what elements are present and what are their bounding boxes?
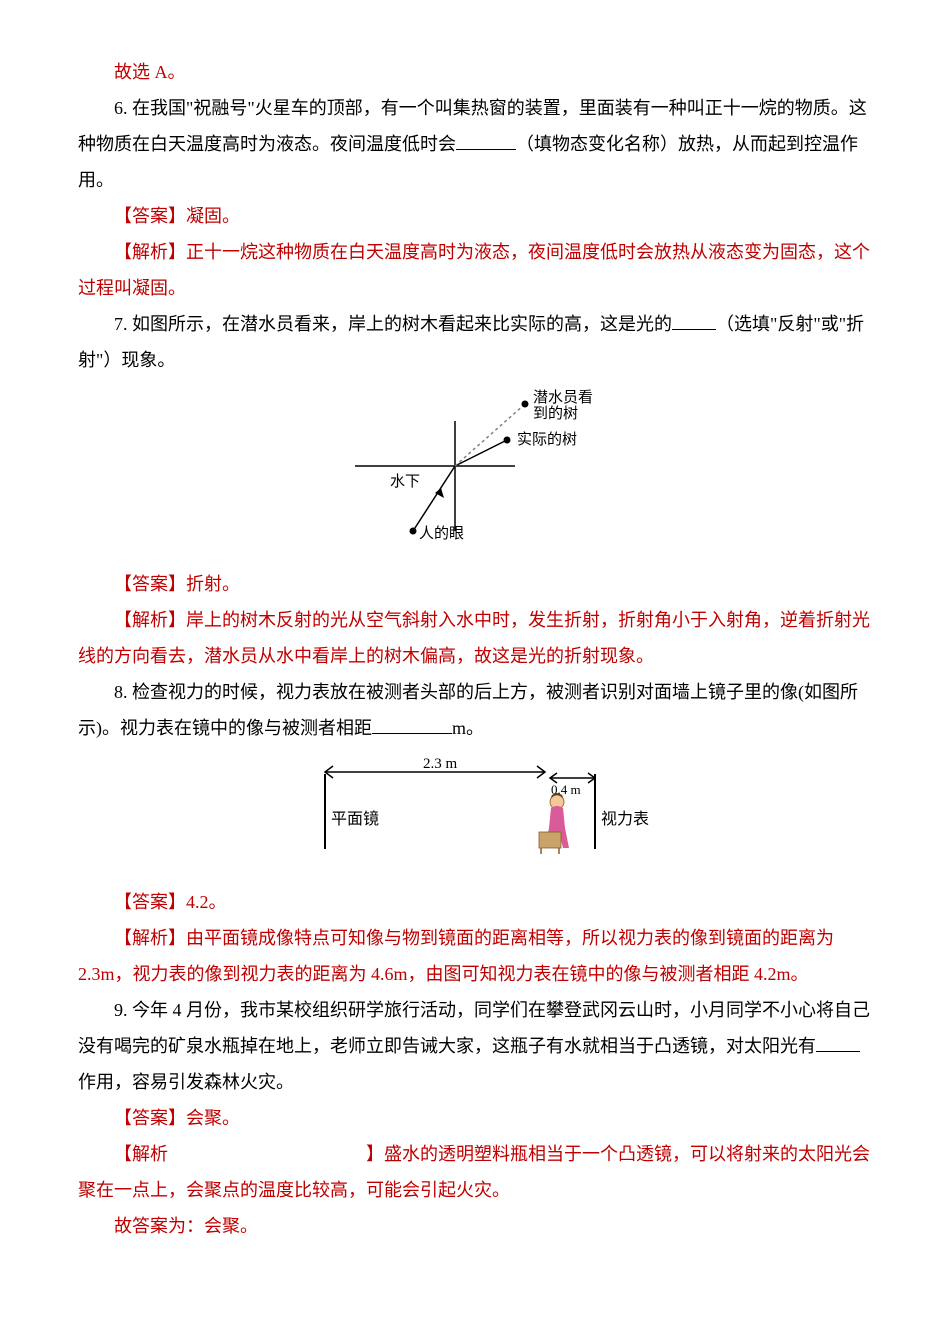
q8-text-b: m。	[452, 718, 484, 738]
q7-analysis-text: 岸上的树木反射的光从空气斜射入水中时，发生折射，折射角小于入射角，逆着折射光线的…	[78, 610, 870, 666]
q9-blank	[816, 1034, 860, 1052]
q9-answer-text: 会聚。	[186, 1108, 240, 1128]
q9-text: 9. 今年 4 月份，我市某校组织研学旅行活动，同学们在攀登武冈云山时，小月同学…	[78, 992, 872, 1100]
q9-analysis-text: 盛水的透明塑料瓶相当于一个凸透镜，可以将射来的太阳光会聚在一点上，会聚点的温度比…	[78, 1144, 870, 1200]
q7-text-a: 7. 如图所示，在潜水员看来，岸上的树木看起来比实际的高，这是光的	[114, 314, 672, 334]
q8-text: 8. 检查视力的时候，视力表放在被测者头部的后上方，被测者识别对面墙上镜子里的像…	[78, 674, 872, 746]
q9-text-b: 作用，容易引发森林火灾。	[78, 1072, 294, 1092]
q9-answer-label: 【答案】	[114, 1108, 186, 1128]
q9-analysis-label-b: 】	[366, 1144, 384, 1164]
q9-analysis: 【解析 】盛水的透明塑料瓶相当于一个凸透镜，可以将射来的太阳光会聚在一点上，会聚点…	[78, 1136, 872, 1208]
q6-text: 6. 在我国"祝融号"火星车的顶部，有一个叫集热窗的装置，里面装有一种叫正十一烷…	[78, 90, 872, 198]
q9-text-a: 9. 今年 4 月份，我市某校组织研学旅行活动，同学们在攀登武冈云山时，小月同学…	[78, 1000, 870, 1056]
q7-answer-label: 【答案】	[114, 574, 186, 594]
q8-analysis-text: 由平面镜成像特点可知像与物到镜面的距离相等，所以视力表的像到镜面的距离为 2.3…	[78, 928, 834, 984]
q7-text: 7. 如图所示，在潜水员看来，岸上的树木看起来比实际的高，这是光的（选填"反射"…	[78, 306, 872, 378]
q8-answer-text: 4.2。	[186, 892, 227, 912]
q8-label-chart: 视力表	[601, 810, 649, 828]
q7-analysis-label: 【解析】	[114, 610, 186, 630]
q7-label-underwater: 水下	[390, 473, 420, 490]
q8-analysis: 【解析】由平面镜成像特点可知像与物到镜面的距离相等，所以视力表的像到镜面的距离为…	[78, 920, 872, 992]
q7-blank	[672, 312, 716, 330]
q6-answer-text: 凝固。	[186, 206, 240, 226]
q8-analysis-label: 【解析】	[114, 928, 186, 948]
q6-analysis: 【解析】正十一烷这种物质在白天温度高时为液态，夜间温度低时会放热从液态变为固态，…	[78, 234, 872, 306]
q8-figure: 2.3 m 0.4 m 平面镜 视力表	[78, 754, 872, 876]
q9-analysis-label-a: 【解析	[114, 1144, 168, 1164]
q7-answer: 【答案】折射。	[78, 566, 872, 602]
q6-answer-label: 【答案】	[114, 206, 186, 226]
q8-dist-main: 2.3 m	[423, 756, 458, 772]
q6-analysis-text: 正十一烷这种物质在白天温度高时为液态，夜间温度低时会放热从液态变为固态，这个过程…	[78, 242, 870, 298]
q6-analysis-label: 【解析】	[114, 242, 186, 262]
q7-figure: 潜水员看 到的树 实际的树 水下 人的眼	[78, 386, 872, 558]
q8-label-mirror: 平面镜	[331, 809, 379, 828]
q8-blank	[372, 716, 452, 734]
q7-analysis: 【解析】岸上的树木反射的光从空气斜射入水中时，发生折射，折射角小于入射角，逆着折…	[78, 602, 872, 674]
q9-footer: 故答案为：会聚。	[78, 1208, 872, 1244]
q7-label-diver-tree-1: 潜水员看	[533, 389, 593, 406]
q9-answer: 【答案】会聚。	[78, 1100, 872, 1136]
top-line: 故选 A。	[78, 54, 872, 90]
q6-answer: 【答案】凝固。	[78, 198, 872, 234]
q6-blank	[456, 132, 516, 150]
q8-answer-label: 【答案】	[114, 892, 186, 912]
q7-label-real-tree: 实际的树	[517, 431, 577, 448]
q7-answer-text: 折射。	[186, 574, 240, 594]
q8-person-icon	[539, 793, 569, 854]
q7-label-eye: 人的眼	[419, 525, 464, 542]
q7-label-diver-tree-2: 到的树	[533, 405, 578, 422]
q8-answer: 【答案】4.2。	[78, 884, 872, 920]
